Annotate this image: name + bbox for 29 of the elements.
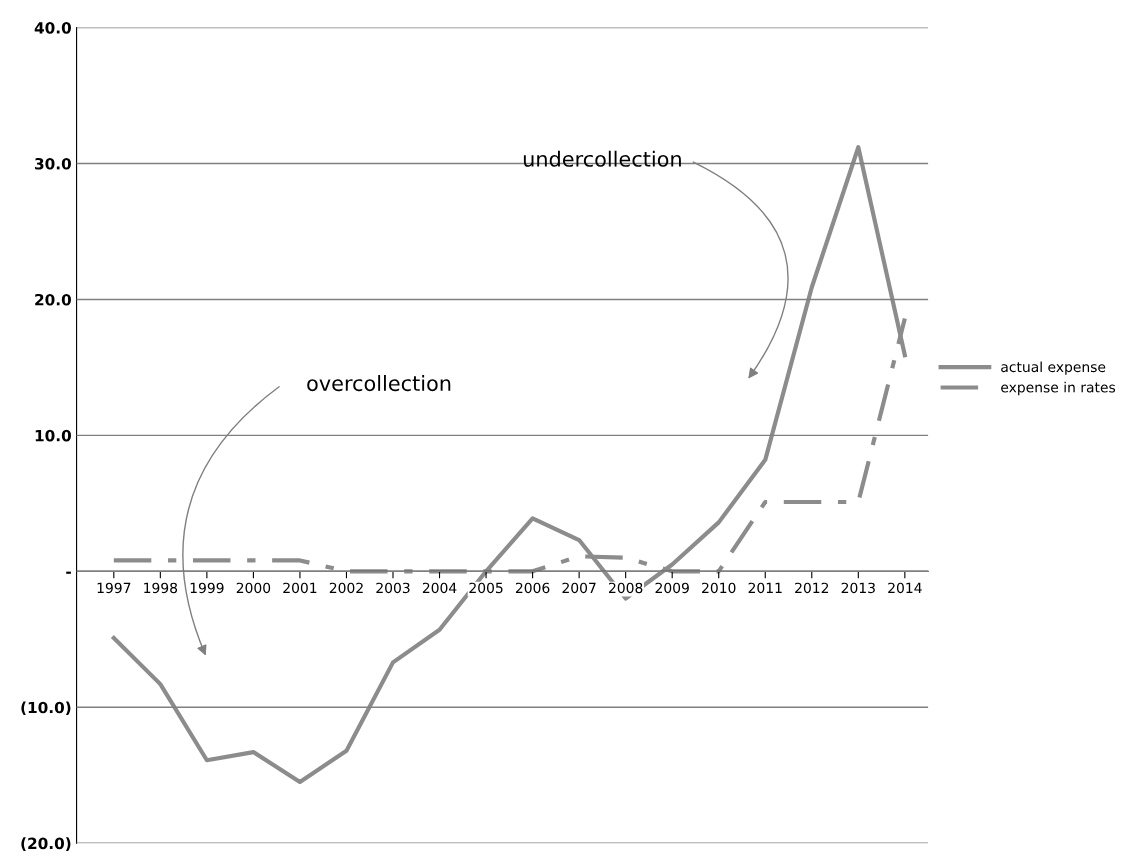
y-tick-label: (20.0) xyxy=(21,837,71,851)
y-tick-label: 10.0 xyxy=(35,429,71,442)
x-tick-label: 1999 xyxy=(190,582,224,594)
legend-label: actual expense xyxy=(1001,361,1106,375)
y-tick-label: 40.0 xyxy=(34,22,71,34)
annotation: overcollection xyxy=(307,375,451,392)
x-tick-label: 2000 xyxy=(236,582,271,594)
legend-label: expense in rates xyxy=(1001,381,1116,396)
y-tick-label: 20.0 xyxy=(35,293,71,306)
annotation: undercollection xyxy=(523,150,681,167)
x-tick-label: 2004 xyxy=(422,582,457,594)
y-tick-label: 30.0 xyxy=(35,158,71,170)
x-tick-label: 2006 xyxy=(515,582,550,594)
x-tick-label: 2010 xyxy=(702,582,736,594)
x-tick-label: 2011 xyxy=(748,582,782,594)
x-tick-label: 2008 xyxy=(609,582,643,594)
x-tick-label: 1997 xyxy=(97,582,131,594)
y-tick-label: - xyxy=(66,571,71,574)
y-tick-label: (10.0) xyxy=(21,701,71,716)
x-tick-label: 2002 xyxy=(329,582,363,594)
x-tick-label: 2005 xyxy=(469,582,503,594)
x-tick-label: 2013 xyxy=(841,582,875,594)
x-tick-label: 2007 xyxy=(562,582,596,594)
x-tick-label: 2012 xyxy=(795,582,829,594)
x-tick-label: 2003 xyxy=(376,582,410,594)
x-tick-label: 1998 xyxy=(144,582,178,594)
x-tick-label: 2001 xyxy=(283,582,317,594)
x-tick-label: 2009 xyxy=(655,582,689,594)
x-tick-label: 2014 xyxy=(888,582,922,594)
